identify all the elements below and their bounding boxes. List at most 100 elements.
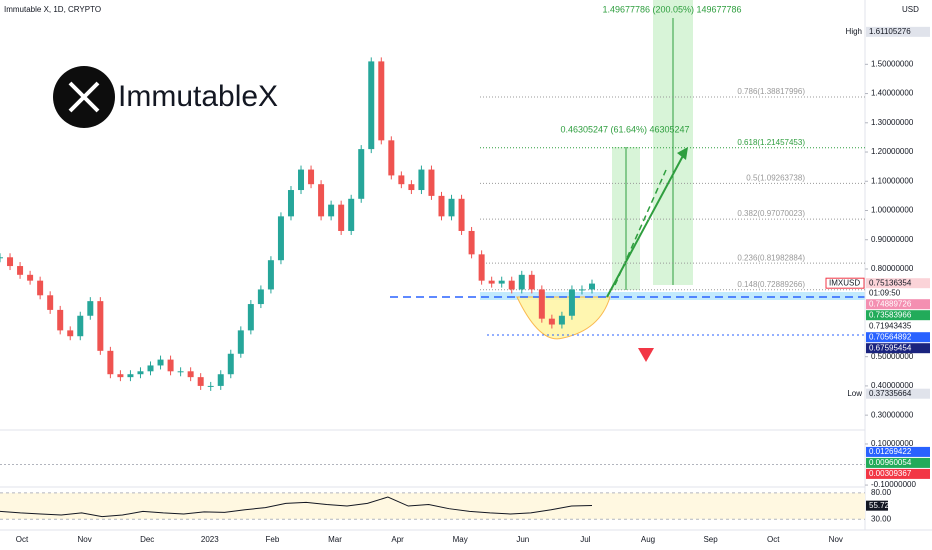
y-tick-label: 0.80000000: [871, 264, 914, 273]
price-tag: [866, 343, 930, 354]
x-tick-label: Nov: [77, 535, 91, 544]
x-tick-label: Mar: [328, 535, 342, 544]
rsi-band: [0, 492, 865, 520]
candle: [528, 274, 535, 290]
price-tag-label: 1.61105276: [869, 27, 911, 36]
candle: [538, 289, 545, 319]
candle: [17, 266, 24, 275]
price-tag: [866, 278, 930, 289]
y-tick-label: 1.10000000: [871, 176, 914, 185]
high-label: High: [846, 27, 862, 36]
candle: [7, 257, 14, 267]
x-tick-label: Apr: [391, 535, 404, 544]
candle: [247, 304, 254, 331]
symbol-label: IMXUSD: [829, 278, 860, 287]
x-tick-label: Oct: [767, 535, 780, 544]
candle: [207, 385, 214, 387]
candle: [358, 149, 365, 199]
candle: [308, 169, 315, 185]
candle: [468, 230, 475, 255]
low-label: Low: [847, 389, 862, 398]
candle: [498, 280, 505, 284]
candle: [438, 195, 445, 217]
candle: [448, 198, 455, 217]
fib-label: 0.786(1.38817996): [737, 87, 805, 96]
price-tag-label: 0.74889726: [869, 299, 912, 308]
x-tick-label: Nov: [829, 535, 843, 544]
candle: [187, 371, 194, 378]
candle: [418, 169, 425, 191]
arrow: [614, 169, 667, 286]
candle: [227, 353, 234, 375]
x-tick-label: Feb: [266, 535, 280, 544]
candle: [197, 377, 204, 386]
down-marker: [638, 348, 654, 362]
price-tag-label: 55.72: [869, 501, 890, 510]
x-tick-label: Jun: [516, 535, 529, 544]
rsi-line: [0, 496, 593, 518]
candle: [578, 289, 585, 291]
y-tick-label: 0.40000000: [871, 381, 914, 390]
x-tick-label: 2023: [201, 535, 219, 544]
candle: [47, 295, 54, 310]
candle: [558, 315, 565, 325]
x-tick-label: Dec: [140, 535, 154, 544]
fib-label: 0.5(1.09263738): [746, 174, 805, 183]
candle: [348, 198, 355, 231]
price-tag: [866, 299, 930, 310]
candle: [478, 254, 485, 281]
y-tick-label: 1.40000000: [871, 89, 914, 98]
price-tag-label: 0.75136354: [869, 278, 912, 287]
price-tag: [866, 26, 930, 37]
price-tag-label: 0.67595454: [869, 343, 912, 352]
price-tag-label: 0.01269422: [869, 447, 912, 456]
y-tick-label: 1.30000000: [871, 118, 914, 127]
y-tick-label: 80.00: [871, 488, 892, 497]
chart-title: Immutable X, 1D, CRYPTO: [4, 5, 101, 14]
currency: USD: [902, 5, 919, 14]
candle: [107, 350, 114, 375]
candle: [57, 309, 64, 331]
price-tag: [866, 321, 930, 332]
symbol-tag: [825, 277, 865, 289]
y-tick-label: 0.30000000: [871, 410, 914, 419]
candle: [458, 198, 465, 231]
candle: [117, 374, 124, 378]
candle: [87, 301, 94, 316]
candle: [398, 175, 405, 185]
candle: [257, 289, 264, 305]
logo-text: ImmutableX: [118, 80, 278, 113]
candle: [277, 216, 284, 261]
x-tick-label: Jul: [580, 535, 590, 544]
fib-label: 0.382(0.97070023): [737, 209, 805, 218]
candle: [287, 190, 294, 217]
candle: [368, 61, 375, 150]
x-tick-label: May: [453, 535, 468, 544]
candle: [589, 283, 595, 290]
candle: [0, 257, 3, 259]
fib-label: 0.148(0.72889266): [737, 280, 805, 289]
x-tick-label: Oct: [16, 535, 29, 544]
annotation: 1.49677786 (200.05%) 149677786: [602, 4, 741, 14]
annotation: 0.46305247 (61.64%) 46305247: [560, 124, 689, 134]
candle: [318, 184, 325, 217]
y-tick-label: 1.00000000: [871, 206, 914, 215]
candle: [568, 289, 575, 316]
candle: [388, 140, 395, 176]
candle: [328, 204, 335, 217]
candle: [177, 371, 184, 373]
candle: [378, 61, 385, 141]
candle: [127, 374, 134, 378]
y-tick-label: 0.50000000: [871, 352, 914, 361]
candle: [217, 374, 224, 386]
candle: [267, 260, 274, 290]
price-tag-label: 0.70564892: [869, 332, 912, 341]
candle: [157, 359, 164, 366]
candle: [408, 184, 415, 191]
candle: [77, 315, 84, 337]
candle: [27, 274, 34, 281]
candle: [488, 280, 495, 284]
fib-label: 0.236(0.81982884): [737, 253, 805, 262]
candle: [67, 330, 74, 337]
